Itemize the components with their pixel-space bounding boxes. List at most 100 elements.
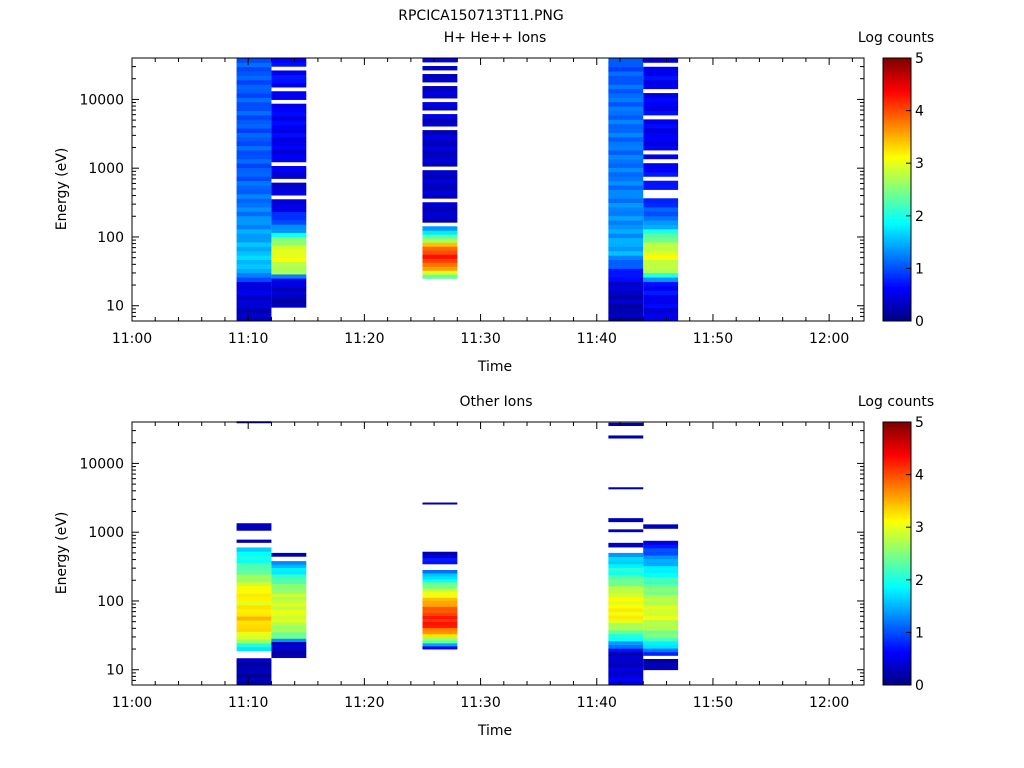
colorbar-segment: [883, 628, 911, 631]
spectrogram-line: [608, 422, 644, 426]
spectrogram-cell: [236, 673, 272, 678]
spectrogram-cell: [643, 264, 679, 269]
spectrogram-cell: [271, 257, 307, 262]
spectrogram-cell: [236, 677, 272, 682]
spectrogram-cell: [271, 58, 307, 63]
colorbar-segment: [883, 281, 911, 285]
spectrogram-cell: [643, 202, 679, 208]
spectrogram-line: [608, 518, 644, 523]
colorbar-segment: [883, 557, 911, 561]
colorbar-segment: [883, 634, 911, 638]
spectrogram-cell: [608, 176, 644, 182]
colorbar-segment: [883, 623, 911, 627]
spectrogram-cell: [271, 136, 307, 142]
colorbar-segment: [883, 119, 911, 123]
colorbar-segment: [883, 305, 911, 309]
colorbar-segment: [883, 178, 911, 182]
spectrogram-cell: [422, 142, 458, 147]
colorbar-segment: [883, 656, 911, 660]
panel-title: Other Ions: [459, 394, 532, 410]
spectrogram-cell: [271, 166, 307, 171]
spectrogram-cell: [271, 253, 307, 258]
spectrogram-cell: [422, 606, 458, 610]
colorbar-segment: [883, 428, 911, 432]
colorbar-segment: [883, 268, 911, 272]
colorbar-segment: [883, 233, 911, 237]
x-tick-label: 11:50: [693, 331, 733, 347]
spectrogram-cell: [422, 246, 458, 251]
spectrogram-cell: [271, 112, 307, 117]
colorbar-segment: [883, 457, 911, 460]
spectrogram-cell: [643, 544, 679, 549]
spectrogram-cell: [271, 606, 307, 610]
spectrogram-cell: [422, 74, 458, 79]
spectrogram-cell: [422, 78, 458, 83]
colorbar-tick-label: 0: [915, 314, 924, 330]
spectrogram-cell: [422, 270, 458, 275]
spectrogram-cell: [643, 163, 679, 168]
spectrogram-cell: [608, 220, 644, 225]
spectrogram-cell: [422, 238, 458, 243]
spectrogram-cell: [643, 590, 679, 595]
spectrogram-cell: [422, 106, 458, 111]
spectrogram-cell: [271, 641, 307, 646]
colorbar-segment: [883, 202, 911, 206]
spectrogram-cell: [271, 294, 307, 300]
spectrogram-cell: [271, 244, 307, 250]
spectrogram-cell: [236, 600, 272, 606]
spectrogram-cell: [271, 186, 307, 192]
colorbar-segment: [883, 603, 911, 607]
spectrogram-cell: [608, 299, 644, 304]
y-tick-label: 100: [97, 230, 124, 246]
spectrogram-cell: [643, 558, 679, 563]
colorbar-segment: [883, 68, 911, 72]
colorbar: 0 1 2 3 4 5: [882, 51, 924, 330]
colorbar-segment: [883, 152, 911, 155]
spectrogram-cell: [643, 246, 679, 252]
spectrogram-cell: [643, 637, 679, 642]
spectrogram-cell: [608, 259, 644, 265]
spectrogram-cell: [643, 233, 679, 239]
colorbar-segment: [883, 551, 911, 554]
colorbar-segment: [883, 641, 911, 644]
spectrogram-cell: [643, 250, 679, 256]
spectrogram-cell: [271, 145, 307, 150]
spectrogram-cell: [643, 207, 679, 212]
spectrogram-cell: [643, 141, 679, 147]
spectrogram-cell: [422, 560, 458, 565]
colorbar-segment: [883, 244, 911, 247]
spectrogram-cell: [608, 673, 644, 679]
spectrogram-cell: [643, 211, 679, 217]
spectrogram-cell: [236, 681, 272, 686]
colorbar-segment: [883, 680, 911, 684]
colorbar-segment: [883, 132, 911, 136]
colorbar-segment: [883, 266, 911, 269]
spectrogram-cell: [643, 285, 679, 291]
x-tick-label: 11:10: [228, 331, 268, 347]
spectrogram-cell: [608, 268, 644, 274]
spectrogram-cell: [608, 618, 644, 624]
spectrogram-cell: [236, 123, 272, 129]
spectrogram-cell: [271, 599, 307, 604]
colorbar-segment: [883, 215, 911, 219]
spectrogram-cell: [643, 540, 679, 545]
spectrogram-line: [236, 539, 272, 543]
colorbar-segment: [883, 671, 911, 675]
spectrogram-cell: [608, 224, 644, 230]
spectrogram-cell: [608, 84, 644, 90]
spectrogram-cell: [643, 630, 679, 635]
colorbar-segment: [883, 307, 911, 311]
spectrogram-cell: [608, 655, 644, 660]
x-axis-label: Time: [477, 723, 512, 739]
spectrogram-cell: [643, 555, 679, 560]
colorbar-tick-label: 3: [915, 520, 924, 536]
spectrogram-cell: [236, 589, 272, 594]
spectrogram-cell: [236, 180, 272, 186]
spectrogram-cell: [422, 573, 458, 577]
spectrogram-cell: [236, 167, 272, 173]
spectrogram-cell: [643, 547, 679, 552]
spectrogram-cells: [236, 421, 679, 686]
colorbar-segment: [883, 560, 911, 563]
spectrogram-cell: [608, 114, 644, 120]
